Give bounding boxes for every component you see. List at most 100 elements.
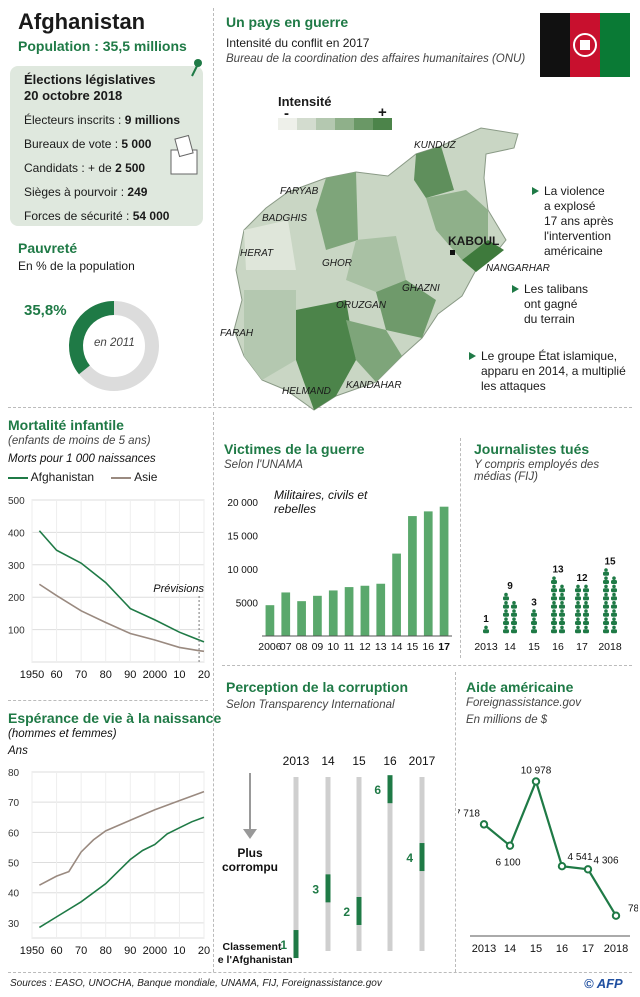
journalist-body xyxy=(603,604,609,609)
province-kandahar: KANDAHAR xyxy=(346,380,402,391)
journalist-body xyxy=(503,604,509,609)
journalist-head xyxy=(512,617,516,621)
fact-polling: Bureaux de vote : 5 000 xyxy=(24,137,151,151)
journalist-head xyxy=(552,617,556,621)
journalist-head xyxy=(604,584,608,589)
province-faryab: FARYAB xyxy=(280,186,319,197)
pauvrete-arc xyxy=(69,301,115,375)
x-tick-label: 20 xyxy=(198,945,210,957)
journalist-body xyxy=(603,629,609,634)
x-tick-label: 14 xyxy=(391,641,403,653)
journalist-body xyxy=(511,629,517,634)
journalist-body xyxy=(603,588,609,593)
y-tick-label: 300 xyxy=(8,561,25,572)
journalist-head xyxy=(560,601,564,605)
journalist-head xyxy=(512,601,516,605)
journalist-body xyxy=(531,612,537,617)
journalist-body xyxy=(503,596,509,601)
sources: Sources : EASO, UNOCHA, Banque mondiale,… xyxy=(10,978,382,989)
province-oruzgan: ORUZGAN xyxy=(336,300,386,311)
journalist-head xyxy=(504,601,508,605)
bullet-1-line-4: l'intervention xyxy=(544,229,611,243)
bullet-2-line-1: Les talibans xyxy=(524,282,589,296)
y-tick-label: 70 xyxy=(8,798,20,809)
aide-subtitle: Foreignassistance.gov xyxy=(466,697,582,709)
value-label: 4 541 xyxy=(567,852,592,863)
journalist-head xyxy=(532,617,536,621)
aide-point xyxy=(505,841,515,850)
x-tick-label: 16 xyxy=(552,641,564,653)
bar-08 xyxy=(297,601,306,636)
bullet-1-line-5: américaine xyxy=(544,244,603,258)
x-tick-label: 1950 xyxy=(20,669,44,681)
journalist-head xyxy=(612,609,616,613)
mortalite-title: Mortalité infantile xyxy=(8,417,124,433)
divider-h1 xyxy=(8,407,632,408)
journalist-head xyxy=(560,584,564,589)
pauvrete-donut xyxy=(69,301,159,391)
journalistes-subtitle: Y compris employés des médias (FIJ) xyxy=(474,459,600,483)
journalist-head xyxy=(604,617,608,621)
bar-2006 xyxy=(265,605,275,636)
corruption-chart: 2013 1 14 3 15 2 16 6 2017 4 Plus corrompu Classemen… xyxy=(218,754,436,966)
x-tick-label: 15 xyxy=(407,641,419,653)
x-tick-label: 2018 xyxy=(598,641,622,653)
series-line-asie xyxy=(38,790,205,886)
journalist-body xyxy=(583,629,589,634)
bullet-arrow-icon xyxy=(532,187,539,195)
afghan-flag xyxy=(540,13,630,77)
journalist-head xyxy=(604,576,608,580)
divider-h2 xyxy=(222,665,632,666)
kaboul-marker xyxy=(450,250,455,255)
journalist-head xyxy=(504,617,508,621)
bullet-3-line-3: les attaques xyxy=(481,379,546,393)
series-line-afghanistan xyxy=(38,530,205,643)
journalist-body xyxy=(603,571,609,576)
aide-point xyxy=(611,911,621,920)
pauvrete-value: 35,8% xyxy=(24,302,67,319)
x-tick-label: 2000 xyxy=(143,945,167,957)
aide-title: Aide américaine xyxy=(466,679,574,695)
bullet-1-line-1: La violence xyxy=(544,184,605,198)
journalist-body xyxy=(583,588,589,593)
x-tick-label: 2018 xyxy=(604,943,628,955)
y-tick-label: 60 xyxy=(8,828,20,839)
bar-17 xyxy=(439,506,449,636)
journalist-head xyxy=(576,601,580,605)
journalist-head xyxy=(504,592,508,597)
journalist-body xyxy=(511,612,517,617)
journalist-body xyxy=(503,629,509,634)
y-tick-label: 20 000 xyxy=(227,498,258,509)
bar-10 xyxy=(328,590,338,636)
journalist-body xyxy=(611,621,617,625)
journalist-body xyxy=(551,596,557,601)
rank-marker xyxy=(387,775,393,804)
arrow-label: Plus corrompu xyxy=(222,846,278,874)
journalist-body xyxy=(531,621,537,625)
journalist-head xyxy=(584,592,588,597)
journalist-body xyxy=(531,629,537,634)
journalist-head xyxy=(576,609,580,613)
journalist-body xyxy=(559,621,565,625)
journalist-body xyxy=(551,588,557,593)
x-tick-label: 17 xyxy=(576,641,588,653)
afghanistan-map xyxy=(233,127,519,411)
fact-forces: Forces de sécurité : 54 000 xyxy=(24,209,169,223)
plot-frame xyxy=(31,499,205,663)
y-tick-label: 50 xyxy=(8,859,20,870)
x-tick-label: 12 xyxy=(359,641,371,653)
value-label: 1 xyxy=(483,614,489,625)
mortalite-legend: Afghanistan Asie xyxy=(8,470,157,484)
journalist-body xyxy=(575,604,581,609)
journalist-body xyxy=(611,629,617,634)
rank-marker xyxy=(325,874,331,903)
province-ghor: GHOR xyxy=(322,258,352,269)
capital-label: KABOUL xyxy=(448,234,500,248)
province-helmand: HELMAND xyxy=(282,386,331,397)
journalist-body xyxy=(575,629,581,634)
journalist-head xyxy=(532,625,536,630)
x-tick-label: 2013 xyxy=(474,641,498,653)
victimes-title: Victimes de la guerre xyxy=(224,441,365,457)
journalist-head xyxy=(504,625,508,630)
aide-point xyxy=(479,820,489,829)
